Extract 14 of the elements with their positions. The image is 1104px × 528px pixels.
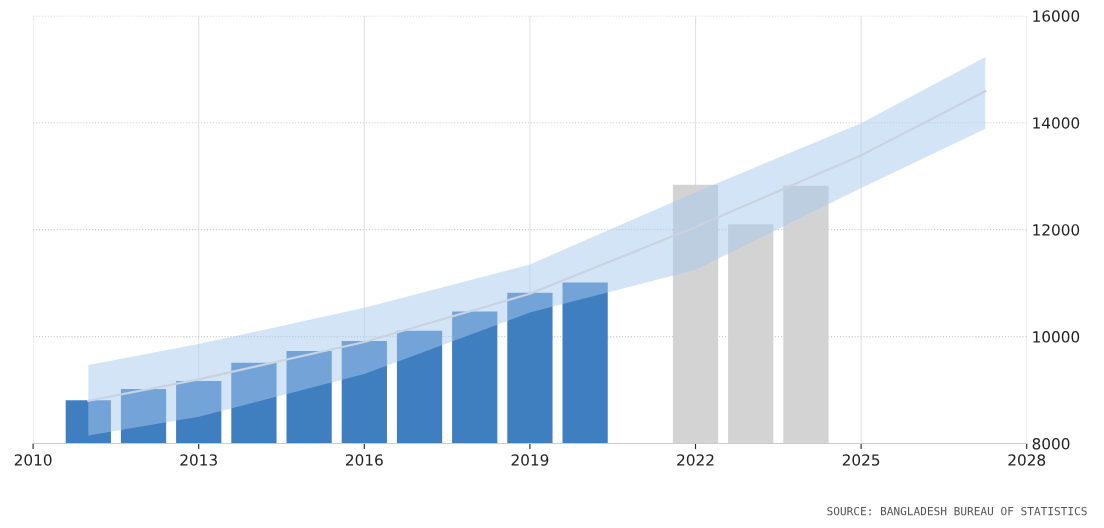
y-tick-label: 10000 xyxy=(1033,331,1080,343)
x-tick-label: 2016 xyxy=(346,454,383,466)
x-tick-label: 2022 xyxy=(677,454,714,466)
line-series xyxy=(87,90,987,402)
y-tick-label: 16000 xyxy=(1033,10,1080,22)
x-tick-label: 2013 xyxy=(180,454,217,466)
x-tick-label: 2028 xyxy=(1008,454,1046,466)
y-tick-label: 14000 xyxy=(1033,117,1080,129)
source-note: SOURCE: BANGLADESH BUREAU OF STATISTICS xyxy=(827,506,1087,516)
y-tick-label: 12000 xyxy=(1033,224,1080,236)
x-tick-label: 2025 xyxy=(842,454,880,466)
x-tick-label: 2019 xyxy=(511,454,549,466)
y-tick-label: 8000 xyxy=(1032,437,1070,450)
x-tick-label: 2010 xyxy=(14,454,52,466)
